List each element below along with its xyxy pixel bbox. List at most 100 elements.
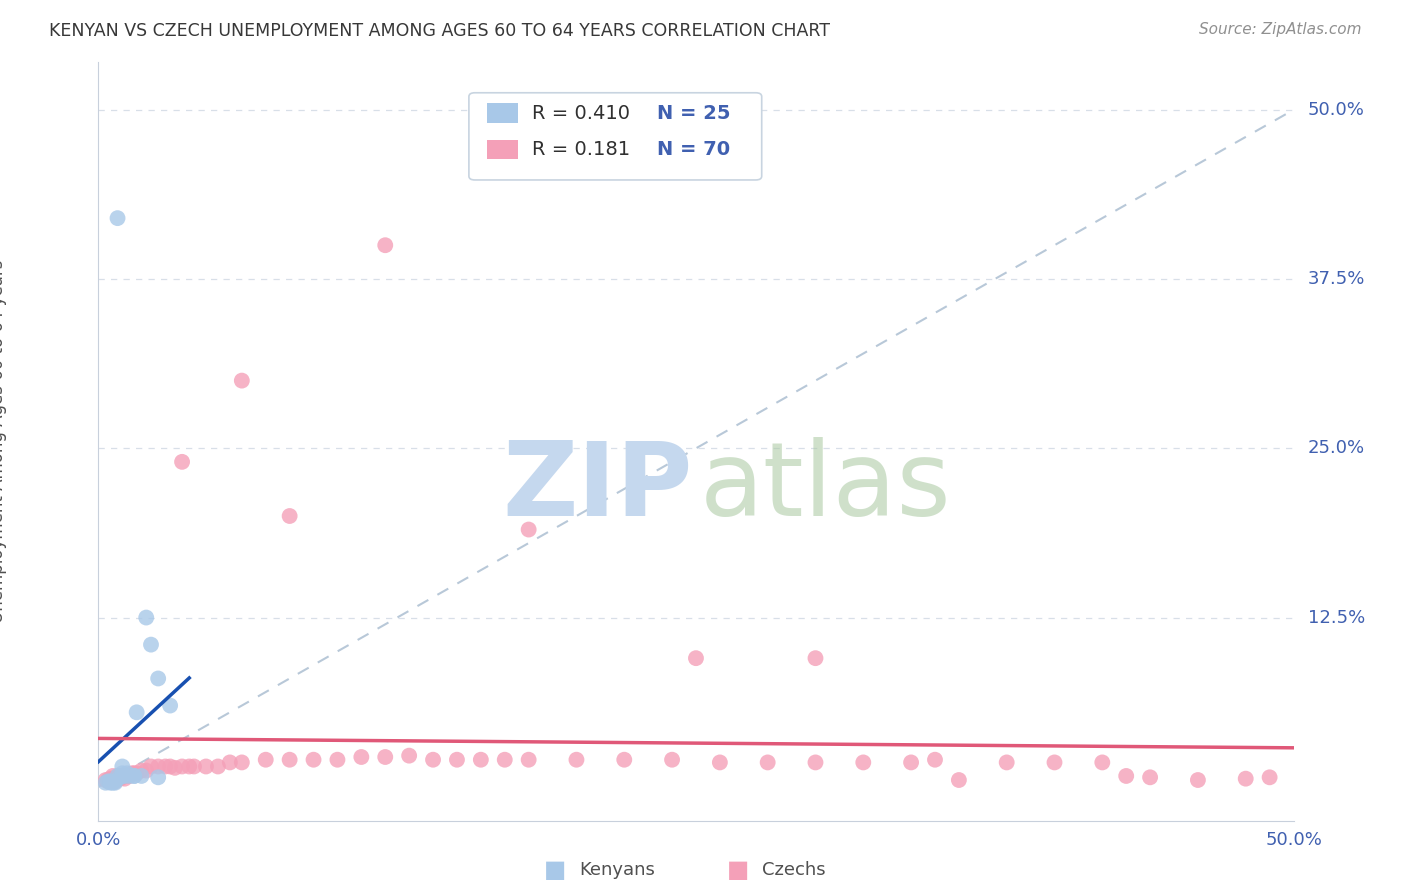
Point: [104, 774, 127, 789]
FancyBboxPatch shape: [486, 103, 517, 123]
Point: [565, 753, 588, 767]
Point: [139, 759, 162, 773]
Point: [111, 770, 134, 784]
Point: [302, 753, 325, 767]
Point: [924, 753, 946, 767]
Point: [163, 761, 186, 775]
Point: [446, 753, 468, 767]
FancyBboxPatch shape: [470, 93, 762, 180]
Point: [98, 774, 122, 789]
Point: [107, 772, 129, 786]
Text: atlas: atlas: [700, 436, 952, 538]
Point: [124, 769, 146, 783]
Text: ■: ■: [727, 858, 749, 881]
Text: 50.0%: 50.0%: [1265, 831, 1322, 849]
Point: [995, 756, 1018, 770]
Point: [155, 759, 177, 773]
Point: [709, 756, 731, 770]
Point: [108, 770, 131, 784]
Point: [139, 638, 162, 652]
Text: R = 0.410: R = 0.410: [533, 103, 630, 123]
Point: [231, 374, 253, 388]
Point: [195, 759, 218, 773]
Point: [1234, 772, 1257, 786]
Point: [97, 774, 120, 789]
Point: [374, 750, 396, 764]
Point: [231, 756, 253, 770]
Text: Czechs: Czechs: [762, 861, 825, 879]
Point: [98, 776, 122, 790]
Point: [517, 523, 540, 537]
Text: Source: ZipAtlas.com: Source: ZipAtlas.com: [1198, 22, 1361, 37]
Point: [104, 776, 127, 790]
Point: [124, 766, 146, 780]
Point: [517, 753, 540, 767]
Point: [118, 769, 141, 783]
Point: [350, 750, 373, 764]
Point: [131, 764, 153, 778]
Point: [111, 759, 134, 773]
Point: [118, 769, 141, 783]
Text: Unemployment Among Ages 60 to 64 years: Unemployment Among Ages 60 to 64 years: [0, 260, 7, 624]
Text: N = 25: N = 25: [657, 103, 730, 123]
Point: [107, 769, 129, 783]
Point: [685, 651, 707, 665]
Point: [101, 772, 124, 787]
Point: [114, 769, 136, 783]
Point: [172, 455, 194, 469]
Point: [756, 756, 779, 770]
Point: [661, 753, 683, 767]
Point: [98, 774, 122, 789]
Text: N = 70: N = 70: [657, 140, 730, 159]
Point: [1091, 756, 1114, 770]
Text: 37.5%: 37.5%: [1308, 270, 1365, 288]
Point: [108, 772, 131, 786]
Point: [97, 772, 120, 787]
Text: 12.5%: 12.5%: [1308, 608, 1365, 626]
Point: [804, 651, 827, 665]
Point: [121, 766, 143, 780]
Point: [111, 769, 134, 783]
Point: [1258, 770, 1281, 784]
Point: [1187, 772, 1209, 787]
Point: [111, 769, 134, 783]
Point: [101, 776, 124, 790]
Point: [422, 753, 444, 767]
Point: [1043, 756, 1066, 770]
Point: [1115, 769, 1137, 783]
Point: [114, 772, 136, 786]
Point: [470, 753, 492, 767]
Point: [104, 772, 127, 786]
Point: [104, 774, 127, 789]
Text: KENYAN VS CZECH UNEMPLOYMENT AMONG AGES 60 TO 64 YEARS CORRELATION CHART: KENYAN VS CZECH UNEMPLOYMENT AMONG AGES …: [49, 22, 830, 40]
Point: [135, 764, 157, 778]
FancyBboxPatch shape: [486, 140, 517, 160]
Point: [148, 770, 170, 784]
Point: [94, 772, 117, 787]
Point: [207, 759, 229, 773]
Point: [172, 759, 194, 773]
Point: [98, 772, 122, 786]
Point: [900, 756, 922, 770]
Text: R = 0.181: R = 0.181: [533, 140, 630, 159]
Point: [948, 772, 970, 787]
Point: [219, 756, 242, 770]
Point: [278, 508, 301, 523]
Point: [804, 756, 827, 770]
Point: [159, 698, 181, 713]
Text: ZIP: ZIP: [502, 436, 692, 538]
Text: 0.0%: 0.0%: [76, 831, 121, 849]
Point: [101, 769, 124, 783]
Point: [159, 759, 181, 773]
Point: [278, 753, 301, 767]
Text: ■: ■: [544, 858, 567, 881]
Point: [115, 766, 138, 780]
Point: [94, 776, 117, 790]
Point: [131, 769, 153, 783]
Point: [148, 759, 170, 773]
Point: [179, 759, 201, 773]
Point: [326, 753, 349, 767]
Text: 25.0%: 25.0%: [1308, 439, 1365, 458]
Text: Kenyans: Kenyans: [579, 861, 655, 879]
Point: [107, 211, 129, 226]
